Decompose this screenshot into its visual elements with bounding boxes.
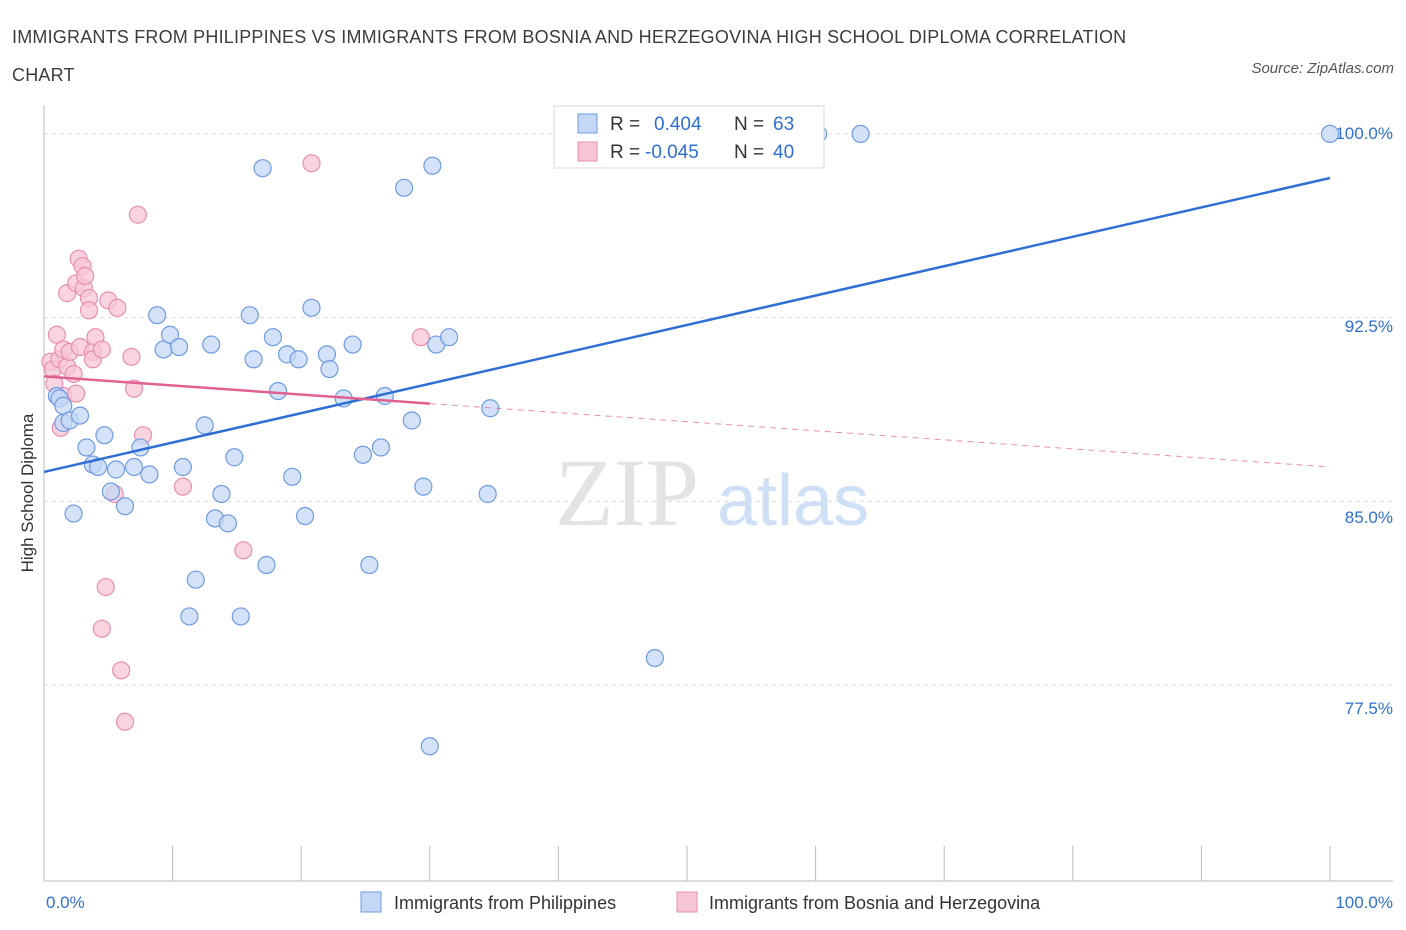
x-tick-label-max: 100.0% — [1335, 893, 1393, 912]
data-point — [240, 306, 259, 325]
data-point — [1320, 124, 1340, 143]
trend-line-bosnia-dashed — [429, 403, 1331, 468]
data-point — [106, 460, 126, 479]
data-point — [420, 737, 439, 756]
data-point — [253, 159, 272, 178]
y-tick-label-100: 100.0% — [1335, 124, 1393, 143]
legend-swatch-philippines — [577, 113, 598, 134]
data-point — [76, 266, 95, 286]
legend-swatch-bosnia — [577, 141, 598, 162]
y-tick-label-92-5: 92.5% — [1345, 317, 1393, 336]
y-tick-label-85: 85.0% — [1345, 508, 1393, 527]
data-point — [128, 205, 147, 224]
data-point — [70, 406, 90, 425]
data-point — [148, 306, 167, 325]
legend-r-label-2: R = — [610, 142, 640, 163]
legend-r-value-1: 0.404 — [654, 114, 702, 135]
data-point — [439, 328, 459, 347]
data-point — [140, 465, 159, 484]
data-point — [353, 445, 373, 464]
data-point — [302, 298, 321, 317]
legend-r-label-1: R = — [610, 114, 640, 135]
data-point — [360, 555, 379, 575]
y-gridlines — [44, 133, 1393, 686]
legend-r-value-2: -0.045 — [645, 142, 699, 163]
bottom-legend-swatch-bosnia — [676, 891, 698, 913]
data-point — [92, 340, 111, 359]
chart-title: IMMIGRANTS FROM PHILIPPINES VS IMMIGRANT… — [12, 27, 1127, 85]
data-point — [115, 497, 135, 516]
correlation-legend: R = 0.404 N = 63 R = -0.045 N = 40 — [553, 105, 825, 169]
data-point — [112, 661, 131, 680]
data-point — [160, 325, 180, 344]
data-point — [244, 350, 263, 369]
data-point — [231, 607, 250, 626]
watermark-zip: ZIP — [555, 439, 699, 546]
data-point — [478, 484, 497, 504]
data-point — [645, 648, 664, 668]
data-point — [234, 541, 253, 560]
trend-line-philippines — [43, 176, 1331, 474]
data-point — [79, 301, 99, 320]
data-point — [402, 411, 421, 430]
data-point — [96, 577, 115, 597]
source-label: Source: ZipAtlas.com — [1251, 60, 1394, 77]
x-ticks — [43, 846, 1331, 881]
legend-n-label-2: N = — [734, 142, 764, 163]
trend-lines — [43, 176, 1331, 474]
data-point — [289, 350, 308, 369]
legend-n-value-1: 63 — [773, 114, 794, 135]
data-point — [173, 477, 192, 496]
data-point — [101, 482, 120, 501]
legend-n-label-1: N = — [734, 114, 764, 135]
data-point — [394, 178, 414, 197]
data-point — [268, 381, 288, 401]
data-point — [302, 154, 321, 173]
legend-n-value-2: 40 — [773, 142, 794, 163]
data-point — [202, 335, 221, 354]
data-point — [122, 347, 141, 366]
data-point — [411, 328, 430, 347]
data-point — [851, 124, 870, 143]
series-legend: Immigrants from Philippines Immigrants f… — [360, 891, 1041, 913]
data-point — [317, 345, 337, 364]
data-point — [180, 607, 199, 626]
data-point — [343, 335, 362, 354]
data-point — [320, 359, 339, 379]
data-point — [212, 484, 231, 504]
data-point — [295, 506, 315, 526]
data-point — [92, 619, 111, 638]
trend-line-bosnia-solid — [43, 375, 430, 405]
data-point — [257, 555, 276, 575]
data-point — [263, 328, 283, 347]
data-point — [414, 477, 433, 496]
data-point — [115, 712, 135, 731]
data-point — [108, 298, 127, 317]
x-tick-label-min: 0.0% — [46, 893, 85, 912]
data-point — [186, 570, 205, 589]
data-point — [124, 457, 144, 477]
data-point — [64, 504, 83, 523]
data-point — [423, 156, 442, 175]
bottom-legend-label-bosnia: Immigrants from Bosnia and Herzegovina — [709, 893, 1041, 913]
data-point — [173, 457, 192, 477]
y-axis-title: High School Diploma — [18, 413, 37, 572]
bottom-legend-swatch-philippines — [360, 891, 382, 913]
watermark-atlas: atlas — [717, 461, 869, 541]
data-point — [77, 438, 96, 457]
legend-box — [553, 105, 825, 169]
bottom-legend-label-philippines: Immigrants from Philippines — [394, 893, 616, 913]
data-point — [95, 426, 114, 445]
data-point — [169, 337, 189, 357]
data-point — [371, 438, 391, 457]
data-point — [67, 384, 86, 403]
data-point — [225, 448, 244, 467]
data-point — [283, 467, 302, 486]
data-point — [124, 379, 144, 398]
data-point — [195, 416, 214, 435]
data-point — [218, 514, 237, 533]
y-tick-label-77-5: 77.5% — [1345, 699, 1393, 718]
